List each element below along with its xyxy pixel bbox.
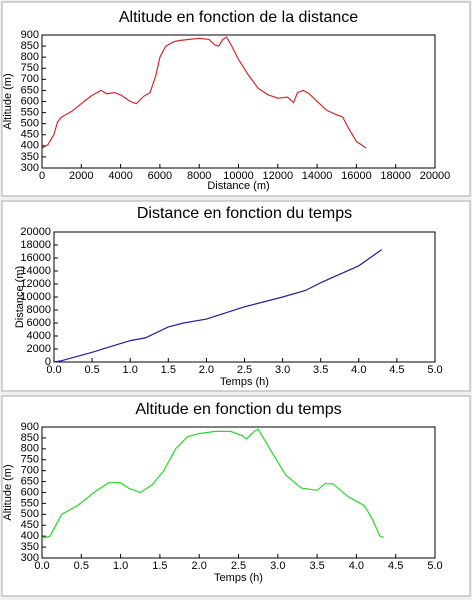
- data-line: [53, 249, 383, 363]
- x-tick-label: 10000: [223, 170, 254, 182]
- y-tick-label: 750: [21, 62, 39, 74]
- x-tick-label: 2.5: [237, 364, 252, 376]
- x-tick-label: 6000: [148, 170, 172, 182]
- y-tick-label: 10000: [20, 291, 51, 303]
- y-tick-label: 12000: [20, 278, 51, 290]
- data-line: [41, 36, 367, 149]
- y-tick-label: 800: [21, 443, 39, 455]
- y-axis-label: Distance (m): [14, 266, 26, 328]
- x-tick-label: 2.0: [199, 364, 214, 376]
- x-tick-label: 2.5: [231, 560, 246, 572]
- y-tick-label: 450: [21, 129, 39, 141]
- plot-frame: [41, 426, 436, 559]
- y-tick-label: 4000: [27, 330, 51, 342]
- x-tick-label: 4.0: [351, 364, 366, 376]
- y-tick-label: 8000: [27, 304, 51, 316]
- x-tick-label: 0.5: [84, 364, 99, 376]
- x-tick-label: 4.5: [388, 560, 403, 572]
- x-tick-label: 1.0: [123, 364, 138, 376]
- x-axis-label: Temps (h): [220, 376, 269, 388]
- y-tick-label: 550: [21, 106, 39, 118]
- x-tick-label: 0.0: [46, 364, 61, 376]
- data-line: [41, 428, 385, 539]
- x-tick-label: 2.0: [192, 560, 207, 572]
- y-tick-label: 16000: [20, 252, 51, 264]
- y-tick-label: 550: [21, 497, 39, 509]
- x-tick-label: 3.0: [270, 560, 285, 572]
- y-tick-label: 600: [21, 486, 39, 498]
- y-axis-label: Altitude (m): [2, 73, 14, 129]
- x-axis-label: Distance (m): [207, 180, 269, 192]
- y-tick-label: 850: [21, 432, 39, 444]
- y-tick-label: 650: [21, 475, 39, 487]
- y-tick-label: 500: [21, 508, 39, 520]
- y-tick-label: 300: [21, 552, 39, 564]
- chart-title: Altitude en fonction de la distance: [119, 9, 358, 26]
- x-tick-label: 20000: [420, 170, 451, 182]
- y-tick-label: 350: [21, 151, 39, 163]
- x-tick-label: 4.5: [389, 364, 404, 376]
- y-tick-label: 400: [21, 140, 39, 152]
- x-tick-label: 3.5: [313, 364, 328, 376]
- y-tick-label: 700: [21, 73, 39, 85]
- y-tick-label: 800: [21, 51, 39, 63]
- x-tick-label: 1.5: [152, 560, 167, 572]
- plot-frame: [41, 34, 436, 169]
- y-tick-label: 0: [45, 356, 51, 368]
- y-axis-label: Altitude (m): [2, 464, 14, 520]
- x-tick-label: 5.0: [427, 560, 442, 572]
- y-tick-label: 14000: [20, 265, 51, 277]
- plot-frame: [53, 231, 436, 363]
- x-tick-label: 12000: [263, 170, 294, 182]
- y-tick-label: 900: [21, 29, 39, 41]
- y-tick-label: 350: [21, 541, 39, 553]
- y-tick-label: 750: [21, 454, 39, 466]
- x-tick-label: 5.0: [427, 364, 442, 376]
- y-tick-label: 2000: [27, 343, 51, 355]
- y-tick-label: 850: [21, 40, 39, 52]
- chart-title: Distance en fonction du temps: [137, 205, 352, 222]
- y-tick-label: 700: [21, 465, 39, 477]
- x-tick-label: 3.5: [309, 560, 324, 572]
- y-tick-label: 20000: [20, 226, 51, 238]
- x-tick-label: 8000: [187, 170, 211, 182]
- x-tick-label: 2000: [69, 170, 93, 182]
- x-tick-label: 1.0: [113, 560, 128, 572]
- y-tick-label: 450: [21, 519, 39, 531]
- x-tick-label: 18000: [380, 170, 411, 182]
- x-tick-label: 4.0: [349, 560, 364, 572]
- y-tick-label: 400: [21, 530, 39, 542]
- y-tick-label: 600: [21, 95, 39, 107]
- y-tick-label: 18000: [20, 239, 51, 251]
- x-tick-label: 1.5: [161, 364, 176, 376]
- x-tick-label: 4000: [108, 170, 132, 182]
- chart-title: Altitude en fonction du temps: [135, 401, 341, 418]
- x-tick-label: 0: [39, 170, 45, 182]
- y-tick-label: 6000: [27, 317, 51, 329]
- x-tick-label: 16000: [341, 170, 372, 182]
- y-tick-label: 900: [21, 421, 39, 433]
- x-tick-label: 14000: [302, 170, 333, 182]
- y-tick-label: 500: [21, 118, 39, 130]
- y-tick-label: 650: [21, 84, 39, 96]
- x-tick-label: 0.5: [74, 560, 89, 572]
- x-axis-label: Temps (h): [214, 572, 263, 584]
- y-tick-label: 300: [21, 162, 39, 174]
- x-tick-label: 3.0: [275, 364, 290, 376]
- x-tick-label: 0.0: [34, 560, 49, 572]
